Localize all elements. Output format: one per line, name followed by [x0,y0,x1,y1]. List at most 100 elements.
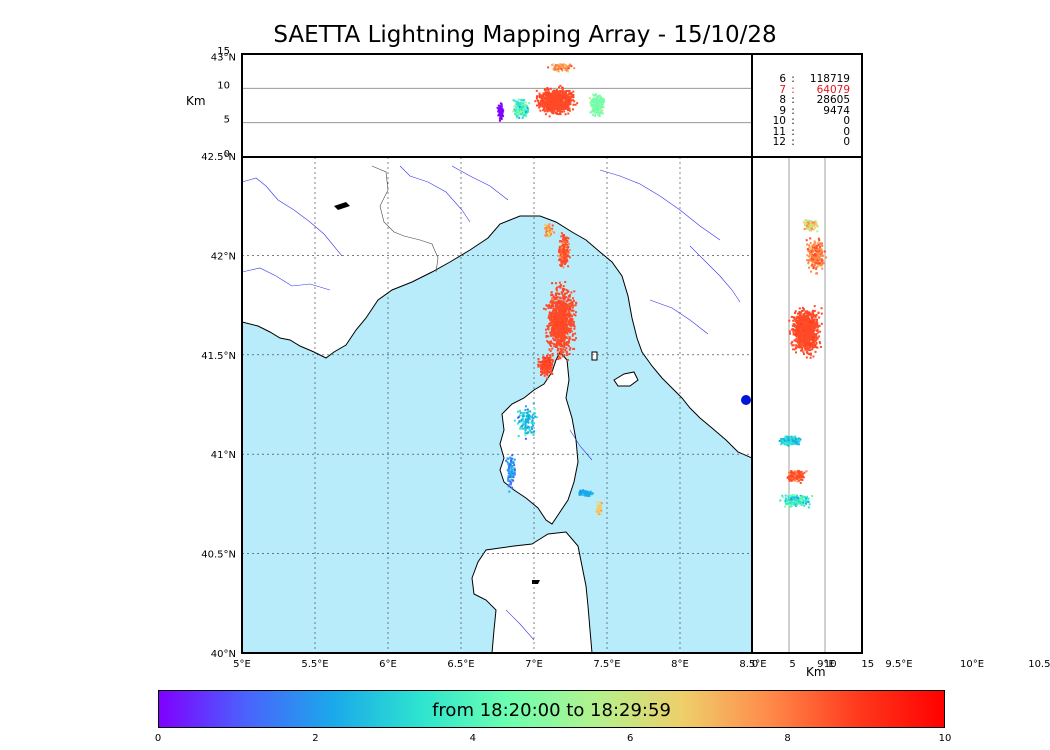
stat-separator: : [791,73,795,85]
station-stat-row: 11: 0 [758,125,858,138]
lake [334,202,350,210]
longitude-tick: 9.5°E [885,659,912,670]
plot-title: SAETTA Lightning Mapping Array - 15/10/2… [273,22,777,48]
source-count: 28605 [816,94,850,106]
map-grid [242,157,752,653]
side-axis-label: Km [806,665,826,679]
map-panel [242,50,908,653]
capraia-island [591,351,598,361]
country-border [371,165,439,273]
colorbar-tick: 10 [938,733,952,744]
side-tick: 0 [752,659,758,670]
station-star [779,249,791,261]
longitude-tick: 10.5°E [1028,659,1050,670]
source-count: 9474 [823,104,850,117]
station-star [842,277,854,289]
side-lightning-sources [778,219,828,509]
station-stat-row: 9: 9474 [758,104,858,117]
sardinia-island [471,531,593,653]
latitude-tick: 43°N [211,53,236,64]
colorbar-tick: 4 [469,733,476,744]
stat-separator: : [791,125,795,138]
station-star [824,241,836,253]
longitude-tick-labels: 5°E 5.5°E 6°E 6.5°E 7°E 7.5°E 8°E 8.5°E 9°E 9.5°E… [233,659,1050,670]
latitude-tick: 40°N [211,649,236,660]
longitude-tick: 5.5°E [301,659,328,670]
mainland-land [242,157,752,459]
altitude-panel-frame [241,53,753,158]
longitude-tick: 10°E [960,659,984,670]
altitude-axis-label: Km [186,94,206,108]
map-lightning-sources [505,223,603,516]
station-count-label: 11 [772,125,786,138]
station-stat-row: 7: 64079 [758,83,858,96]
source-count: 64079 [816,83,850,96]
longitude-tick: 8.5°E [739,659,766,670]
time-colorbar [158,690,945,728]
altitude-tick: 0 [224,149,230,160]
source-count: 0 [843,125,850,138]
longitude-tick: 6°E [379,659,397,670]
stat-separator: : [791,136,795,148]
longitude-tick: 9°E [817,659,835,670]
altitude-longitude-panel [242,63,752,124]
station-stat-row: 10: 0 [758,116,858,127]
side-tick: 5 [789,659,795,670]
station-star [864,161,876,173]
latitude-tick: 40.5°N [201,550,236,561]
station-stat-row: 8: 28605 [758,95,858,106]
station-count-label: 10 [772,115,786,127]
receiver-marker [741,395,751,405]
side-tick: 15 [861,659,874,670]
stat-separator: : [791,115,795,127]
station-star [871,50,883,62]
latitude-tick-labels: 40°N40.5°N41°N41.5°N42°N42.5°N43°N43.5°N… [201,53,236,660]
side-panel-frame [751,156,863,654]
latitude-tick: 42°N [211,251,236,262]
elba-island [613,371,639,387]
source-count: 118719 [809,73,850,85]
stat-separator: : [791,104,795,117]
longitude-tick: 7.5°E [593,659,620,670]
station-star [886,132,898,144]
colorbar-time-range-label: from 18:20:00 to 18:29:59 [432,700,671,721]
altitude-lightning-sources [496,63,605,122]
station-star [842,372,854,384]
altitude-tick: 5 [224,115,230,126]
longitude-tick: 7°E [525,659,543,670]
altitude-tick: 10 [217,80,230,91]
station-count-label: 9 [779,104,786,117]
colorbar-tick: 0 [154,733,162,744]
station-count-label: 7 [779,83,786,96]
source-count: 0 [843,115,850,127]
station-count-label: 6 [779,73,786,85]
latitude-tick: 41.5°N [201,351,236,362]
longitude-tick: 8°E [671,659,689,670]
colorbar-tick: 8 [784,733,791,744]
station-stat-row: 12: 0 [758,137,858,148]
latitude-tick: 42.5°N [201,152,236,163]
side-tick-labels: 0 5 10 15 [752,659,874,670]
station-star [896,225,908,237]
station-stat-row: 6: 118719 [758,74,858,85]
stat-separator: : [791,83,795,96]
longitude-tick: 5°E [233,659,251,670]
rivers [242,165,741,641]
altitude-latitude-panel [778,157,828,653]
station-star [769,203,781,215]
corsica-island [499,351,579,525]
altitude-tick-labels: 0 5 10 15 [217,46,230,160]
stat-separator: : [791,94,795,106]
source-count: 0 [843,136,850,148]
latitude-tick: 41°N [211,450,236,461]
longitude-tick: 6.5°E [447,659,474,670]
station-count-label: 12 [772,136,786,148]
colorbar-tick: 6 [627,733,634,744]
station-count-label: 8 [779,94,786,106]
station-count-table: 6: 118719 7: 64079 8: 28605 9: 9474 10: 0 11: 0 12: 0 [758,74,858,148]
altitude-tick: 15 [217,46,230,57]
station-star [830,183,842,195]
side-tick: 10 [824,659,837,670]
colorbar-tick: 2 [312,733,319,744]
